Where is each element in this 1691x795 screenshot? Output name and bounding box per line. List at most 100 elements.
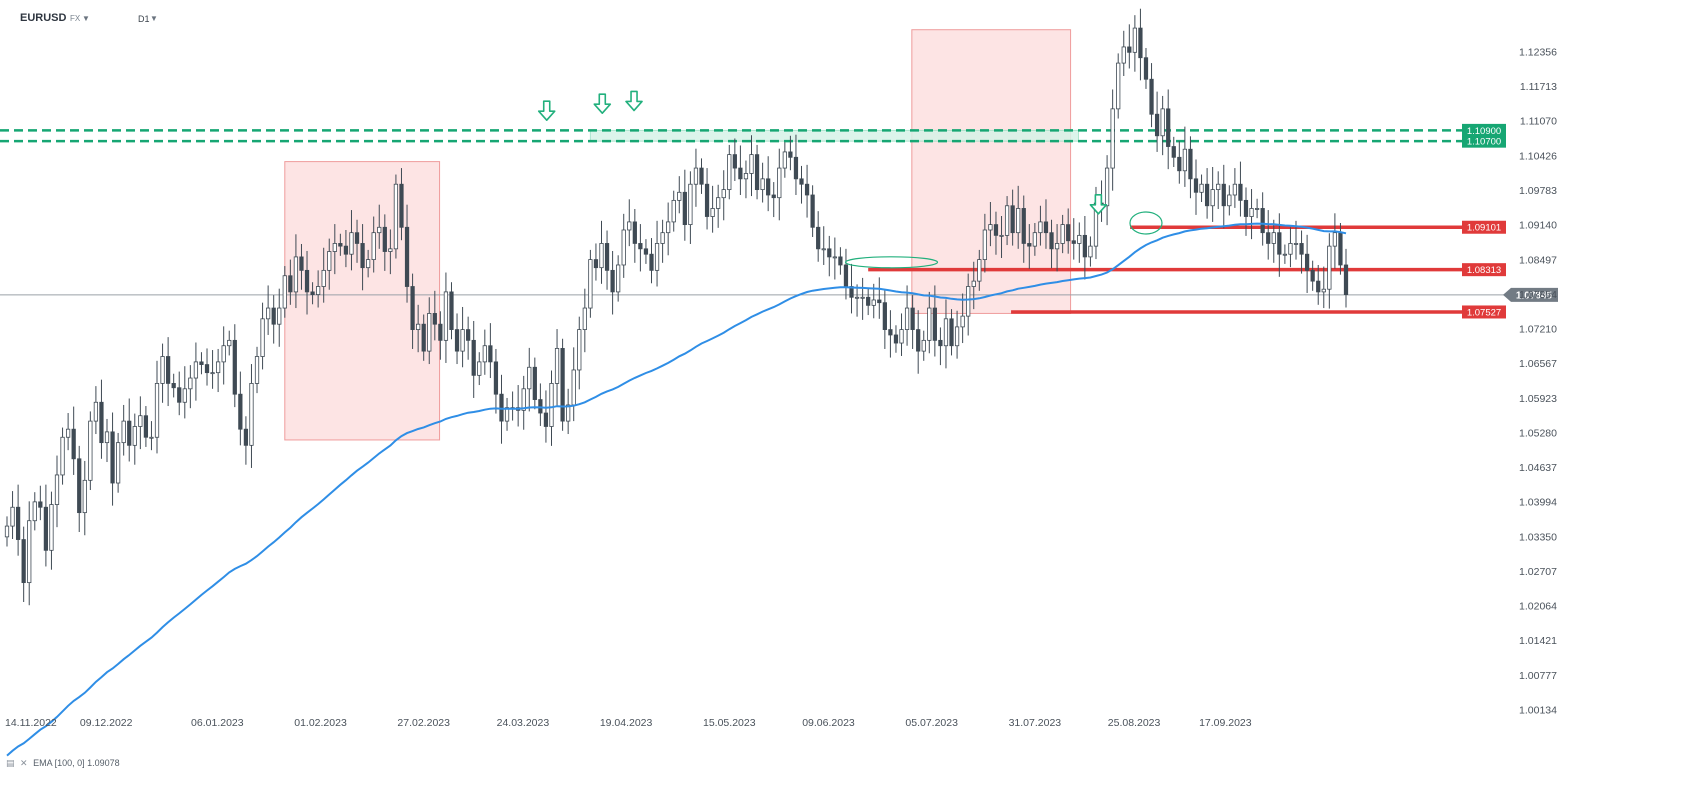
candle-body (677, 191, 682, 201)
candle (643, 239, 649, 264)
candle (1210, 166, 1215, 222)
candle (99, 379, 104, 459)
candle-body (99, 401, 104, 444)
candle-body (1316, 280, 1321, 293)
candle (354, 219, 360, 263)
candle-body (1088, 245, 1093, 258)
candle-body (171, 383, 176, 389)
candle-body (660, 232, 665, 244)
candle (966, 273, 971, 336)
highlight-ellipse (1129, 211, 1163, 235)
candle-body (1027, 243, 1032, 247)
ema-legend-text: EMA [100, 0] 1.09078 (33, 758, 120, 768)
y-axis: 1.12356 1.11713 1.11070 1.10426 1.09783 1.091… (1519, 47, 1557, 717)
candle (1038, 205, 1043, 246)
candle-body (782, 151, 787, 169)
candle-body (316, 286, 321, 295)
candle (154, 360, 160, 454)
candle-body (182, 388, 187, 403)
candle (71, 406, 76, 475)
candle (88, 411, 93, 491)
candle (38, 485, 43, 521)
symbol-label[interactable]: EURUSD (20, 12, 67, 24)
candle-body (1271, 232, 1276, 244)
candle-body (710, 208, 715, 217)
candle (693, 148, 699, 207)
candle-body (1216, 183, 1221, 191)
candle (893, 325, 899, 353)
candle (999, 215, 1004, 258)
candle-body (477, 361, 482, 376)
candle-body (971, 280, 976, 287)
candle (466, 316, 471, 360)
candle-body (232, 339, 237, 395)
candle-body (1338, 232, 1343, 266)
level-tag-label: 1.10900 (1467, 126, 1501, 137)
candle-body (166, 356, 171, 384)
candle (754, 144, 760, 200)
symbol-dropdown-icon[interactable]: ▼ (82, 14, 90, 23)
current-price-tag (1503, 287, 1558, 302)
candle (1216, 171, 1221, 209)
supply-zone (284, 161, 441, 441)
candle (43, 484, 49, 567)
down-arrow-icon (1089, 194, 1108, 215)
candle-body (177, 387, 182, 403)
indicator-remove-icon[interactable]: ✕ (20, 758, 28, 768)
candle (1066, 208, 1071, 254)
candle-body (1010, 205, 1015, 234)
candle (204, 348, 210, 386)
candle (310, 282, 315, 305)
candle (238, 371, 243, 446)
candle-body (1327, 245, 1332, 290)
candle-body (77, 458, 82, 514)
candle-body (666, 221, 671, 234)
candle (199, 352, 204, 375)
candle-body (88, 420, 93, 481)
candle (438, 311, 443, 360)
candle (1321, 266, 1326, 309)
annotations-layer (537, 90, 1163, 269)
candle (1193, 159, 1199, 215)
candle-body (504, 407, 510, 422)
candle (115, 432, 121, 493)
x-tick-label: 09.12.2022 (80, 717, 133, 729)
candle-body (704, 183, 710, 217)
candle-body (393, 183, 399, 250)
candle (843, 248, 849, 300)
candle-body (1077, 234, 1082, 244)
candle (104, 418, 110, 463)
current-price-label: 1.07845 (1516, 290, 1553, 301)
candle-body (438, 323, 443, 341)
candle (1171, 136, 1176, 167)
candle-body (1188, 148, 1193, 180)
candle (993, 211, 999, 255)
candle (1177, 141, 1182, 184)
candle-body (760, 178, 765, 191)
timeframe-dropdown-icon[interactable]: ▼ (150, 14, 158, 23)
candle-body (204, 364, 210, 374)
candle (232, 324, 237, 408)
candle (454, 313, 460, 365)
candle-body (1177, 156, 1182, 172)
candle-body (982, 229, 987, 260)
candle (632, 208, 637, 263)
candle (538, 383, 543, 426)
candle-body (1343, 264, 1349, 295)
x-tick-label: 09.06.2023 (802, 717, 855, 729)
indicator-settings-icon[interactable]: ▤ (6, 758, 15, 768)
y-tick-label: 1.12356 (1519, 47, 1557, 59)
timeframe-label[interactable]: D1 (138, 14, 150, 24)
candle (49, 491, 54, 570)
candle (427, 297, 432, 365)
candle (382, 214, 387, 271)
candle-body (338, 243, 343, 247)
candle (366, 249, 371, 278)
candle-body (927, 307, 932, 341)
candle-body (377, 226, 382, 234)
candle-body (1232, 183, 1238, 196)
candle-body (1116, 62, 1121, 110)
candle-body (277, 307, 282, 325)
